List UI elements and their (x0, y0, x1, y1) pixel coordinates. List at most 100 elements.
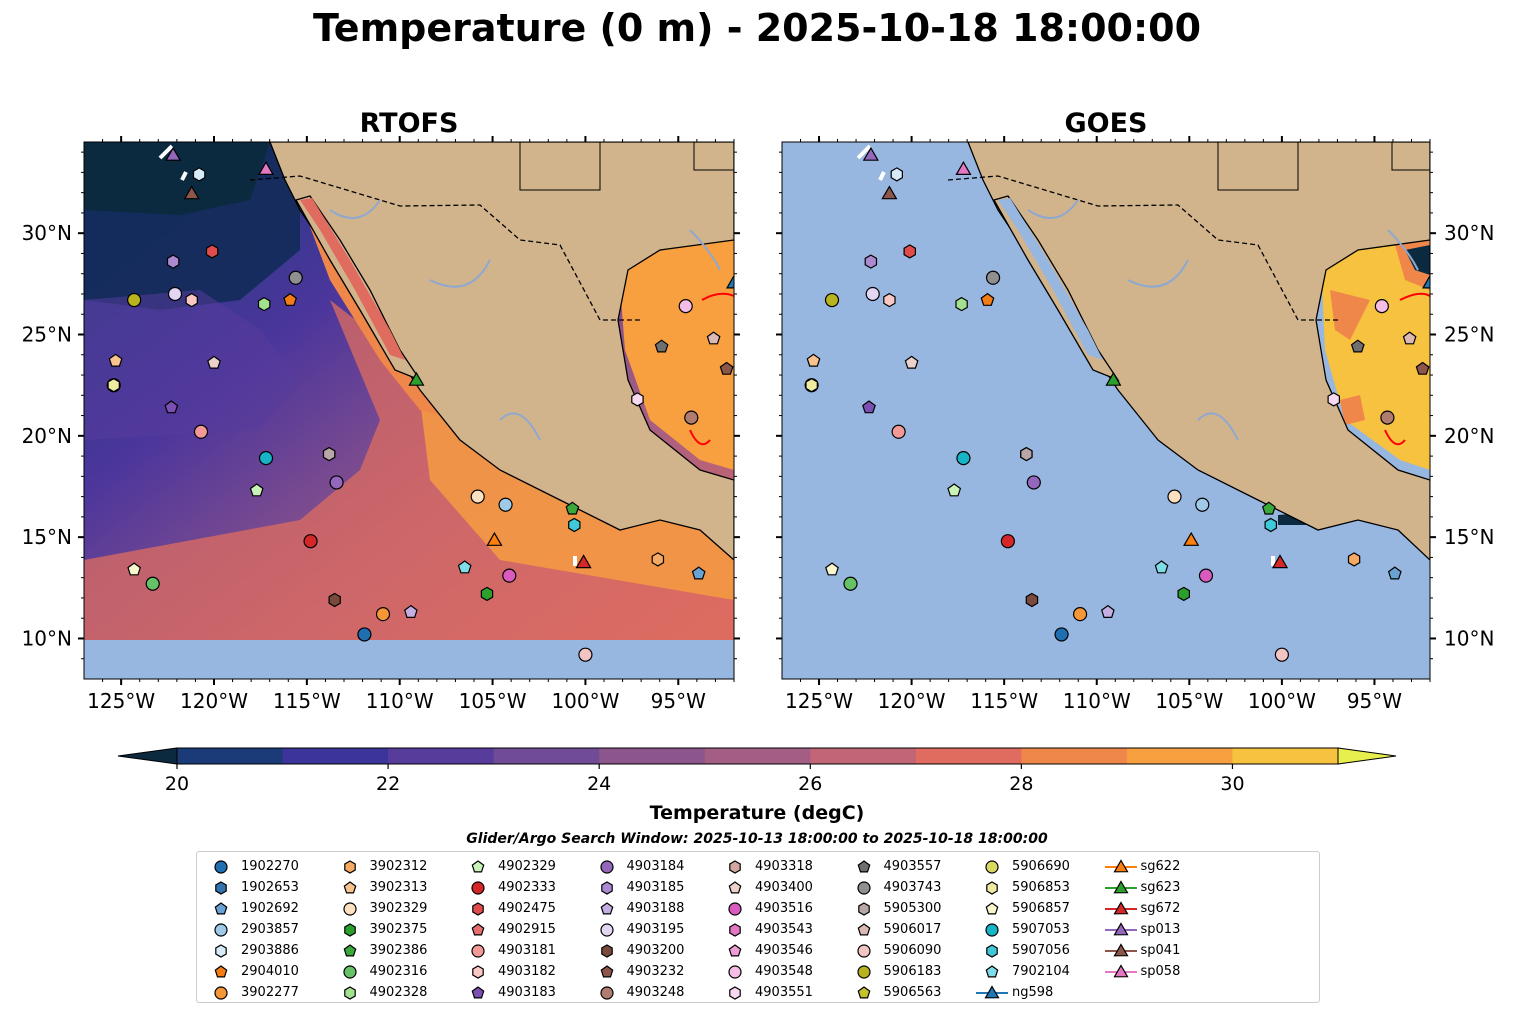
legend-label: 2903857 (241, 922, 299, 937)
rivers (329, 199, 721, 441)
marker-4903195 (167, 286, 183, 302)
legend-item: 3902386 (332, 940, 461, 961)
legend-item: 4903195 (589, 919, 718, 940)
marker-sg672 (575, 554, 592, 569)
x-tick-label: 105°W (1155, 689, 1223, 713)
legend-marker-3902313 (343, 880, 356, 893)
legend-item: 5907053 (974, 919, 1103, 940)
legend-marker-4903185 (600, 880, 613, 895)
legend-label: 4902333 (498, 880, 556, 895)
goes-axis-ticks: 125°W 120°W 115°W 110°W 105°W 100°W 95°W 10°N 15… (776, 136, 1494, 713)
marker-sp013 (165, 146, 182, 161)
marker-2903886 (890, 167, 904, 182)
marker-4903185 (166, 254, 180, 269)
colorbar-cell (704, 748, 811, 764)
legend-marker-5907053 (985, 922, 999, 937)
marker-4903548 (678, 299, 693, 314)
colorbar-tick-label: 26 (798, 773, 822, 795)
marker-4903248 (684, 410, 699, 425)
legend-marker-4902915 (471, 922, 485, 935)
legend-marker-4903318 (729, 859, 741, 874)
legend-marker-4903543 (729, 922, 741, 937)
legend-item: 3902277 (203, 982, 332, 1003)
legend-item: 5906690 (974, 856, 1103, 877)
legend-label: 5906857 (1012, 901, 1070, 916)
marker-5907056 (1264, 517, 1278, 533)
legend-label: 3902329 (369, 901, 428, 916)
marker-sg623 (1105, 371, 1122, 386)
marker-4903516 (502, 568, 517, 583)
marker-4903181 (891, 424, 906, 439)
legend-marker-3902329 (342, 901, 357, 916)
legend-label: 4903548 (755, 964, 813, 979)
legend-label: 2903886 (241, 943, 299, 958)
x-tick-label: 120°W (878, 689, 946, 713)
legend-label: 4903743 (883, 880, 942, 895)
colorbar-cell (1232, 748, 1339, 764)
y-tick-label: 25°N (1444, 323, 1494, 347)
colorbar-cell (915, 748, 1022, 764)
legend-item: 4903546 (717, 940, 846, 961)
marker-5906017 (1402, 331, 1417, 345)
legend-item: 4903318 (717, 856, 846, 877)
legend-label: sp041 (1140, 943, 1181, 958)
legend-label: sg672 (1140, 901, 1181, 916)
legend-title: Glider/Argo Search Window: 2025-10-13 18… (466, 831, 1048, 847)
y-tick-label: 30°N (22, 221, 72, 245)
legend: 1902270 1902653 1902692 2903857 2903886 29040… (196, 851, 1320, 1003)
goes-axes-frame (781, 141, 1431, 680)
legend-item: 4903743 (846, 877, 975, 898)
legend-marker-3902312 (343, 859, 356, 874)
marker-4902475 (903, 244, 917, 259)
marker-4903188 (403, 604, 418, 619)
legend-label: 5906017 (883, 922, 942, 937)
marker-4903184 (329, 475, 344, 490)
marker-3902312 (1347, 552, 1361, 567)
legend-label: sp013 (1140, 922, 1181, 937)
legend-marker-4903182 (472, 964, 484, 979)
marker-4903181 (193, 424, 209, 439)
legend-marker-5906183 (856, 964, 871, 979)
legend-label: 4903184 (626, 859, 685, 874)
marker-5905300 (1020, 446, 1033, 462)
marker-sp041 (881, 185, 898, 200)
marker-4903182 (185, 292, 198, 308)
legend-item: 4903200 (589, 940, 718, 961)
loop-current-contour (1384, 292, 1430, 446)
rtofs-markers (106, 146, 734, 662)
legend-item: 4903183 (460, 982, 589, 1003)
legend-item: sp041 (1103, 940, 1232, 961)
legend-item: 4903182 (460, 961, 589, 982)
legend-label: 1902270 (241, 859, 299, 874)
legend-item: 4902329 (460, 856, 589, 877)
gulf-of-mexico-water (618, 235, 734, 470)
marker-4903400 (207, 355, 221, 369)
x-tick-label: 115°W (970, 689, 1038, 713)
x-tick-label: 95°W (651, 689, 706, 713)
marker-4903743 (288, 270, 303, 285)
glider-track (856, 144, 1275, 566)
legend-item: 1902692 (203, 898, 332, 919)
legend-marker-4903546 (728, 943, 742, 956)
goes-map-panel: GOES 125°W 120°W 115°W 110°W 105°W 100°W 95°W1… (776, 108, 1494, 713)
colorbar-tick-label: 24 (587, 773, 611, 795)
marker-4903248 (1380, 410, 1395, 425)
marker-5906017 (706, 331, 721, 345)
legend-label: 5906690 (1012, 859, 1070, 874)
legend-label: 4903400 (755, 880, 813, 895)
legend-label: 3902313 (369, 880, 428, 895)
legend-marker-4902328 (343, 985, 356, 1000)
legend-marker-4903400 (728, 880, 742, 893)
colorbar-tick-label: 22 (376, 773, 400, 795)
colorbar-cell (1021, 748, 1128, 764)
legend-marker-4902329 (471, 859, 485, 872)
legend-label: 3902312 (369, 859, 428, 874)
legend-marker-4902333 (471, 880, 485, 895)
legend-marker-4902316 (342, 964, 357, 979)
legend-item: 3902312 (332, 856, 461, 877)
y-tick-label: 15°N (22, 525, 72, 549)
legend-marker-1902653 (215, 880, 227, 895)
legend-item: 4902915 (460, 919, 589, 940)
marker-4902329 (249, 483, 264, 497)
